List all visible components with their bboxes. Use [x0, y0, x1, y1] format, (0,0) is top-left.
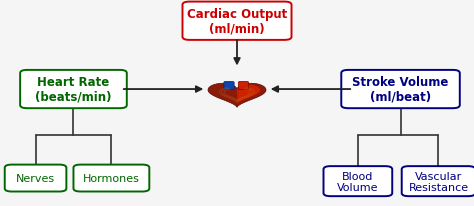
Text: Cardiac Output
(ml/min): Cardiac Output (ml/min) — [187, 8, 287, 35]
Polygon shape — [208, 84, 266, 108]
FancyBboxPatch shape — [323, 166, 392, 196]
Polygon shape — [237, 85, 260, 103]
Text: Heart Rate
(beats/min): Heart Rate (beats/min) — [35, 76, 112, 103]
FancyBboxPatch shape — [73, 165, 149, 192]
FancyBboxPatch shape — [20, 71, 127, 109]
Text: Vascular
Resistance: Vascular Resistance — [409, 171, 468, 192]
Text: Hormones: Hormones — [83, 173, 140, 183]
Text: Blood
Volume: Blood Volume — [337, 171, 379, 192]
FancyBboxPatch shape — [224, 82, 234, 90]
FancyBboxPatch shape — [341, 71, 460, 109]
FancyBboxPatch shape — [238, 82, 248, 90]
FancyBboxPatch shape — [5, 165, 66, 192]
FancyBboxPatch shape — [402, 166, 474, 196]
FancyBboxPatch shape — [182, 2, 292, 41]
Text: Stroke Volume
(ml/beat): Stroke Volume (ml/beat) — [352, 76, 449, 103]
Text: Nerves: Nerves — [16, 173, 55, 183]
